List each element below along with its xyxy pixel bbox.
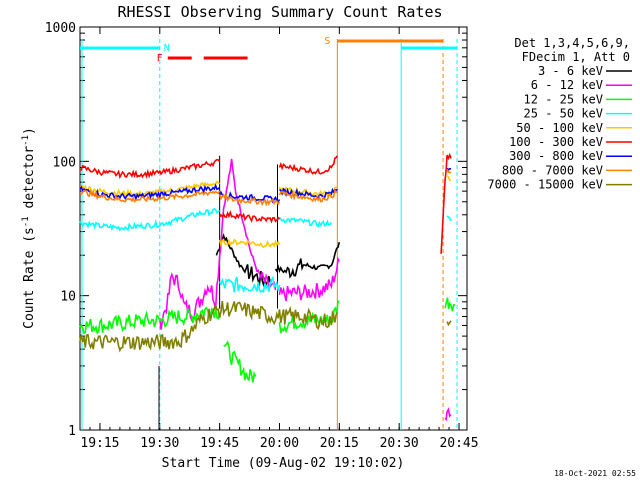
legend-label-1: 6 - 12 keV: [531, 78, 603, 92]
legend-label-7: 800 - 7000 keV: [502, 163, 603, 177]
x-tick-label-2: 19:45: [200, 436, 239, 451]
series-lines: [79, 152, 456, 422]
series-line-7-seg1: [79, 188, 221, 203]
series-line-3-seg1: [79, 207, 221, 232]
flag-label-f: F: [157, 53, 163, 64]
series-line-5-seg2: [218, 209, 281, 224]
x-axis-ticks: 19:15 19:30 19:45 20:00 20:15 20:30 20:45: [79, 27, 479, 451]
series-line-3-seg4: [446, 215, 452, 222]
flag-label-n: N: [164, 43, 170, 54]
timestamp: 18-Oct-2021 02:55: [554, 469, 636, 478]
series-line-4-seg2: [218, 237, 281, 249]
x-tick-label-6: 20:45: [439, 436, 478, 451]
x-tick-label-0: 19:15: [80, 436, 119, 451]
series-line-5-seg4: [440, 152, 452, 254]
series-line-2-seg1: [79, 306, 221, 335]
flag-label-s: S: [324, 36, 330, 47]
series-line-8-seg4: [446, 320, 452, 327]
series-line-5-seg3: [278, 155, 338, 175]
series-line-6-seg2: [218, 190, 281, 204]
series-line-2-seg2: [223, 340, 257, 383]
series-line-8-seg1: [79, 300, 339, 353]
legend-label-3: 25 - 50 keV: [524, 107, 603, 121]
legend-label-2: 12 - 25 keV: [524, 92, 603, 106]
series-line-3-seg2: [218, 275, 281, 294]
y-tick-label-2: 100: [53, 155, 76, 170]
plot-frame: [79, 26, 468, 431]
series-line-1-seg2: [278, 256, 341, 302]
x-tick-label-3: 20:00: [260, 436, 299, 451]
legend-label-4: 50 - 100 keV: [516, 121, 603, 135]
chart-title: RHESSI Observing Summary Count Rates: [117, 3, 442, 21]
orbit-marker-lines: [81, 39, 458, 430]
legend-label-0: 3 - 6 keV: [538, 64, 603, 78]
series-line-6-seg3: [279, 187, 338, 200]
series-line-4-seg1: [80, 180, 221, 199]
series-line-3-seg3: [278, 216, 333, 228]
series-line-2-seg4: [444, 297, 456, 312]
legend-label-5: 100 - 300 keV: [509, 135, 603, 149]
series-line-0-seg1: [215, 232, 273, 289]
y-tick-label-0: 1: [68, 424, 76, 439]
series-line-5-seg1: [79, 158, 221, 180]
x-tick-label-4: 20:15: [320, 436, 359, 451]
series-line-4-seg4: [446, 175, 452, 182]
series-line-7-seg4: [446, 168, 452, 174]
x-axis-label: Start Time (09-Aug-02 19:10:02): [162, 456, 405, 471]
y-tick-label-1: 10: [60, 290, 76, 305]
series-line-7-seg2: [218, 193, 281, 207]
series-line-1-seg3: [444, 407, 452, 422]
legend-label-6: 300 - 800 keV: [509, 149, 603, 163]
series-line-0-seg2: [274, 241, 341, 279]
x-tick-label-1: 19:30: [140, 436, 179, 451]
series-line-1-seg1: [159, 158, 277, 330]
x-tick-label-5: 20:30: [380, 436, 419, 451]
legend-header-line-1: Det 1,3,4,5,6,9,: [514, 36, 630, 50]
flag-bars: NF S: [80, 36, 458, 64]
series-line-7-seg3: [278, 188, 338, 203]
y-tick-label-3: 1000: [45, 21, 76, 36]
legend-header-line-2: FDecim 1, Att 0: [522, 50, 630, 64]
y-axis-label: Count Rate (s-1 detector-1): [21, 127, 37, 329]
legend: Det 1,3,4,5,6,9, FDecim 1, Att 0 3 - 6 k…: [487, 36, 632, 192]
plot-area: 19:15 19:30 19:45 20:00 20:15 20:30 20:45 1101…: [45, 21, 479, 451]
legend-label-8: 7000 - 15000 keV: [487, 178, 603, 192]
